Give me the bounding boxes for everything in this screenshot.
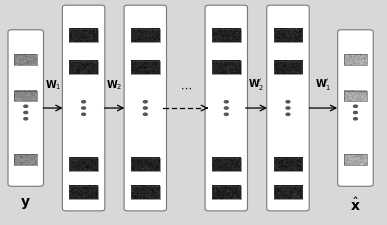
- FancyBboxPatch shape: [267, 5, 309, 211]
- Circle shape: [286, 101, 290, 103]
- Text: $\cdots$: $\cdots$: [180, 82, 192, 92]
- Circle shape: [354, 105, 357, 107]
- Text: $\mathbf{W}_2'$: $\mathbf{W}_2'$: [248, 77, 265, 92]
- Bar: [14, 91, 37, 101]
- Bar: [131, 61, 159, 74]
- Bar: [212, 158, 240, 171]
- Circle shape: [82, 101, 86, 103]
- Circle shape: [286, 107, 290, 109]
- Circle shape: [82, 107, 86, 109]
- Text: $\mathbf{W}_1'$: $\mathbf{W}_1'$: [315, 77, 332, 92]
- Bar: [344, 54, 367, 65]
- Circle shape: [82, 113, 86, 115]
- Text: $\mathbf{W}_2$: $\mathbf{W}_2$: [106, 79, 123, 92]
- FancyBboxPatch shape: [62, 5, 105, 211]
- FancyBboxPatch shape: [124, 5, 166, 211]
- Bar: [274, 61, 302, 74]
- Circle shape: [354, 118, 357, 120]
- FancyBboxPatch shape: [338, 30, 373, 186]
- Bar: [69, 158, 98, 171]
- Circle shape: [143, 101, 147, 103]
- Bar: [131, 158, 159, 171]
- Bar: [274, 29, 302, 42]
- Circle shape: [354, 111, 357, 114]
- Bar: [212, 29, 240, 42]
- Bar: [14, 54, 37, 65]
- Text: $\hat{\mathbf{x}}$: $\hat{\mathbf{x}}$: [350, 196, 361, 214]
- Circle shape: [24, 105, 28, 107]
- Circle shape: [224, 113, 228, 115]
- FancyBboxPatch shape: [205, 5, 247, 211]
- Circle shape: [143, 107, 147, 109]
- Bar: [69, 186, 98, 199]
- Circle shape: [224, 101, 228, 103]
- Bar: [131, 29, 159, 42]
- Bar: [131, 186, 159, 199]
- Bar: [14, 154, 37, 165]
- Bar: [344, 154, 367, 165]
- Bar: [274, 186, 302, 199]
- Bar: [274, 158, 302, 171]
- Bar: [212, 61, 240, 74]
- Bar: [344, 91, 367, 101]
- Bar: [69, 61, 98, 74]
- Circle shape: [24, 118, 28, 120]
- Bar: [69, 29, 98, 42]
- Text: $\mathbf{W}_1$: $\mathbf{W}_1$: [45, 79, 61, 92]
- Circle shape: [286, 113, 290, 115]
- Bar: [212, 186, 240, 199]
- FancyBboxPatch shape: [8, 30, 43, 186]
- Circle shape: [143, 113, 147, 115]
- Circle shape: [24, 111, 28, 114]
- Circle shape: [224, 107, 228, 109]
- Text: $\mathbf{y}$: $\mathbf{y}$: [21, 196, 31, 211]
